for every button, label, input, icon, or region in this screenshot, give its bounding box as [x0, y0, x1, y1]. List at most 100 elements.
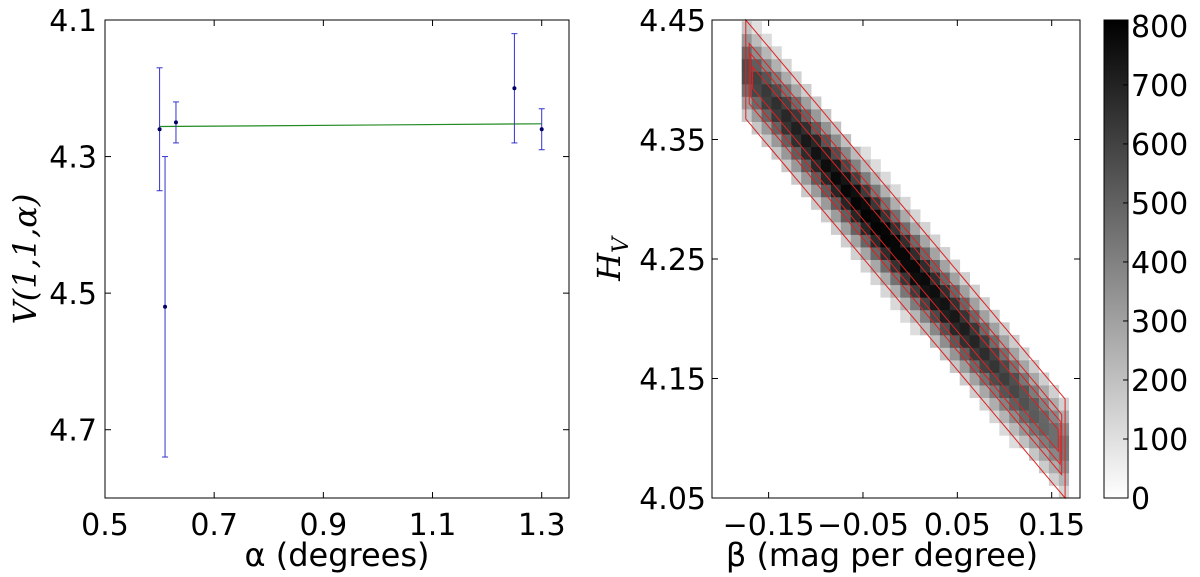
right-y-tick-labels: 4.05 4.15 4.25 4.35 4.45 [639, 4, 706, 517]
heatmap-cell [840, 146, 852, 160]
heatmap-cell [1029, 447, 1040, 461]
heatmap-cell [811, 184, 822, 198]
left-y-tick-label: 4.3 [49, 141, 97, 176]
left-y-axis-title: V(1,1,α) [6, 194, 44, 325]
heatmap-cell [949, 359, 961, 373]
heatmap-cell [1029, 410, 1040, 424]
right-chart: −0.15 −0.05 0.05 0.15 4.054.154.254.354.45 … [590, 4, 1085, 574]
heatmap-cell [1009, 422, 1020, 436]
heatmap-cell [840, 159, 852, 173]
heatmap-cell [890, 284, 901, 298]
right-x-tick-labels: −0.15 −0.05 0.05 0.15 [723, 508, 1085, 543]
heatmap-cell [929, 334, 941, 348]
heatmap-cell [1029, 359, 1040, 373]
heatmap-cell [850, 234, 862, 248]
heatmap-cell [830, 121, 842, 135]
heatmap-cell [761, 58, 772, 72]
heatmap-cell [771, 96, 782, 110]
heatmap-cell [979, 322, 990, 336]
colorbar-tick-label: 700 [1131, 69, 1188, 104]
heatmap-cell [801, 83, 812, 97]
heatmap-cell [959, 309, 970, 323]
heatmap-cell [840, 221, 852, 235]
right-x-tick-label: 0.05 [924, 508, 991, 543]
heatmap-cell [959, 334, 970, 348]
heatmap-cell [840, 209, 852, 223]
heatmap-cell [781, 71, 792, 85]
heatmap-cell [880, 196, 891, 210]
heatmap-cell [771, 58, 782, 72]
heatmap-cell [840, 234, 852, 248]
heatmap-cell [1009, 410, 1020, 424]
heatmap-cell [860, 146, 871, 160]
left-data-layer [156, 33, 545, 458]
heatmap-cell [910, 322, 921, 336]
heatmap-cell [820, 184, 832, 198]
heatmap-cell [801, 121, 812, 135]
heatmap-cell [989, 322, 1000, 336]
heatmap-cell [1019, 435, 1030, 449]
heatmap-cell [1058, 460, 1070, 474]
heatmap-cell [781, 83, 792, 97]
colorbar-tick-labels: 0 100 200 300 400 500 600 700 800 [1131, 10, 1188, 517]
heatmap-cell [1038, 435, 1050, 449]
heatmap-cell [751, 121, 762, 135]
heatmap-cell [860, 159, 871, 173]
heatmap-cell [741, 33, 753, 47]
heatmap-cell [860, 259, 871, 273]
heatmap-cell [771, 134, 782, 148]
heatmap-cell [920, 322, 931, 336]
heatmap-cell [830, 221, 842, 235]
heatmap-cell [929, 297, 941, 311]
heatmap-cell [979, 385, 990, 399]
heatmap-cell [979, 397, 990, 411]
heatmap-cell [1048, 422, 1060, 436]
heatmap-cell [969, 309, 980, 323]
heatmap-cell [1058, 485, 1070, 499]
heatmap-cell [989, 385, 1000, 399]
heatmap-cell [979, 309, 990, 323]
heatmap-cell [820, 159, 832, 173]
heatmap-cell [949, 272, 961, 286]
heatmap-cell [1038, 372, 1050, 386]
heatmap-cell [1009, 334, 1020, 348]
heatmap-cell [741, 71, 753, 85]
heatmap-cell [910, 272, 921, 286]
heatmap-cell [850, 221, 862, 235]
left-y-tick-labels: 4.1 4.3 4.5 4.7 [49, 4, 97, 449]
heatmap-cell [870, 209, 881, 223]
heatmap-cell [1009, 385, 1020, 399]
heatmap-cell [979, 372, 990, 386]
heatmap-cell [1019, 422, 1030, 436]
heatmap-cell [850, 209, 862, 223]
heatmap-cell [910, 209, 921, 223]
heatmap-cell [811, 171, 822, 185]
heatmap-cell [890, 209, 901, 223]
heatmap-cell [890, 272, 901, 286]
heatmap-cell [791, 171, 802, 185]
heatmap-cell [999, 322, 1010, 336]
heatmap-cell [1048, 435, 1060, 449]
heatmap-cell [771, 146, 782, 160]
heatmap-cell [969, 359, 980, 373]
heatmap-cell [850, 146, 862, 160]
heatmap-cell [920, 247, 931, 260]
left-x-tick-labels: 0.5 0.7 0.9 1.1 1.3 [81, 508, 565, 543]
heatmap-cell [761, 96, 772, 110]
heatmap-cell [910, 309, 921, 323]
heatmap-cell [1019, 347, 1030, 361]
heatmap-cell [791, 121, 802, 135]
heatmap-cell [949, 259, 961, 273]
heatmap-cell [989, 372, 1000, 386]
heatmap-cell [890, 196, 901, 210]
colorbar: 0 100 200 300 400 500 600 700 800 [1103, 10, 1188, 517]
heatmap-cell [751, 21, 762, 35]
left-y-tick-label: 4.7 [49, 414, 97, 449]
heatmap-cell [929, 259, 941, 273]
heatmap-cell [920, 221, 931, 235]
heatmap-cell [741, 46, 753, 60]
heatmap-cell [969, 372, 980, 386]
heatmap-cell [900, 272, 911, 286]
heatmap-cell [900, 247, 911, 260]
heatmap-cell [771, 46, 782, 60]
